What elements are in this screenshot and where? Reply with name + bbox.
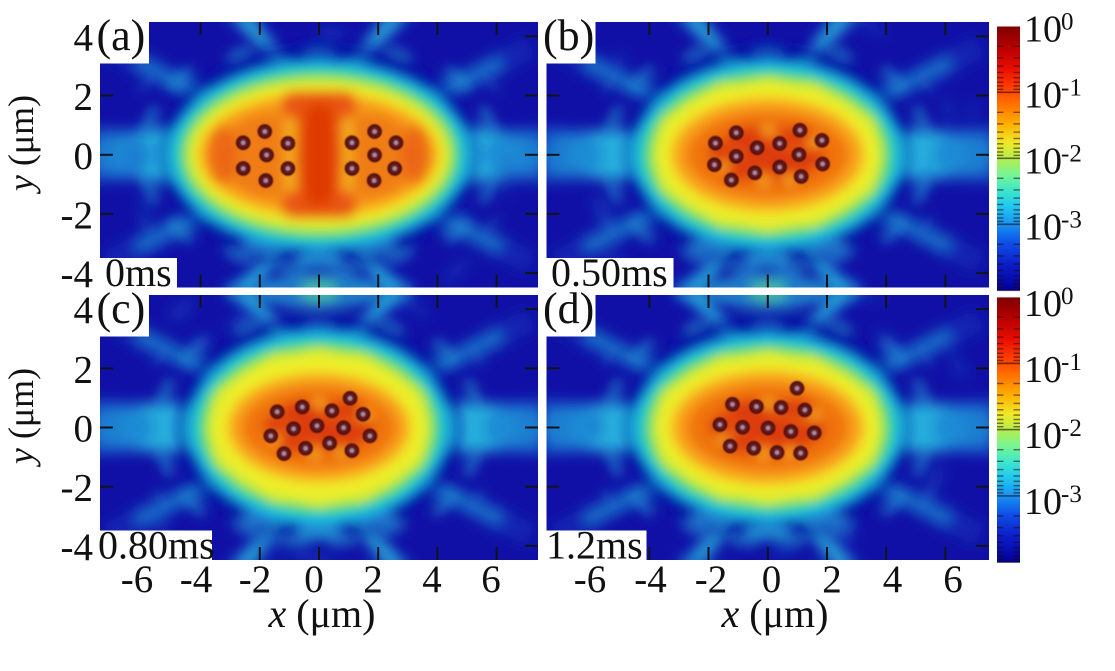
svg-text:-2: -2 xyxy=(1061,415,1082,442)
svg-text:6: 6 xyxy=(943,558,963,601)
svg-text:2: 2 xyxy=(74,76,94,119)
svg-text:1.2ms: 1.2ms xyxy=(546,523,643,568)
svg-text:-4: -4 xyxy=(180,558,213,601)
svg-text:2: 2 xyxy=(74,348,94,391)
svg-text:-2: -2 xyxy=(61,194,94,237)
svg-text:-3: -3 xyxy=(1061,207,1082,234)
svg-text:-4: -4 xyxy=(61,526,94,569)
svg-text:0ms: 0ms xyxy=(105,250,172,295)
svg-text:0: 0 xyxy=(1061,283,1074,310)
svg-text:2: 2 xyxy=(363,558,383,601)
svg-text:(b): (b) xyxy=(543,11,594,60)
svg-text:x (μm): x (μm) xyxy=(721,591,829,636)
svg-text:-2: -2 xyxy=(239,558,272,601)
svg-text:6: 6 xyxy=(481,558,501,601)
svg-text:(d): (d) xyxy=(543,284,594,333)
svg-text:0: 0 xyxy=(762,558,782,601)
svg-text:-2: -2 xyxy=(695,558,728,601)
svg-text:0.80ms: 0.80ms xyxy=(98,523,215,568)
svg-text:10: 10 xyxy=(1024,283,1062,325)
svg-text:4: 4 xyxy=(422,558,442,601)
svg-text:-6: -6 xyxy=(121,558,154,601)
svg-text:-1: -1 xyxy=(1061,349,1082,376)
svg-text:0: 0 xyxy=(74,408,94,451)
svg-text:10: 10 xyxy=(1024,481,1062,523)
svg-text:-3: -3 xyxy=(1061,481,1082,508)
svg-text:10: 10 xyxy=(1024,9,1062,51)
svg-text:0: 0 xyxy=(1061,9,1074,36)
svg-text:-4: -4 xyxy=(61,253,94,296)
svg-text:0: 0 xyxy=(74,135,94,178)
svg-text:(a): (a) xyxy=(97,11,146,60)
svg-text:-4: -4 xyxy=(634,558,667,601)
svg-text:10: 10 xyxy=(1024,349,1062,391)
svg-text:10: 10 xyxy=(1024,207,1062,249)
svg-text:4: 4 xyxy=(883,558,903,601)
svg-text:y (μm): y (μm) xyxy=(1,368,41,467)
svg-text:0.50ms: 0.50ms xyxy=(551,250,668,295)
svg-text:4: 4 xyxy=(74,289,94,332)
svg-text:x (μm): x (μm) xyxy=(268,591,376,636)
svg-text:-2: -2 xyxy=(61,467,94,510)
svg-text:-2: -2 xyxy=(1061,141,1082,168)
svg-text:(c): (c) xyxy=(97,284,146,333)
svg-text:0: 0 xyxy=(304,558,324,601)
svg-text:-1: -1 xyxy=(1061,75,1082,102)
svg-text:4: 4 xyxy=(74,16,94,59)
svg-text:2: 2 xyxy=(822,558,842,601)
svg-text:10: 10 xyxy=(1024,141,1062,183)
svg-text:10: 10 xyxy=(1024,75,1062,117)
svg-text:y (μm): y (μm) xyxy=(1,95,41,194)
svg-text:-6: -6 xyxy=(574,558,607,601)
svg-text:10: 10 xyxy=(1024,415,1062,457)
